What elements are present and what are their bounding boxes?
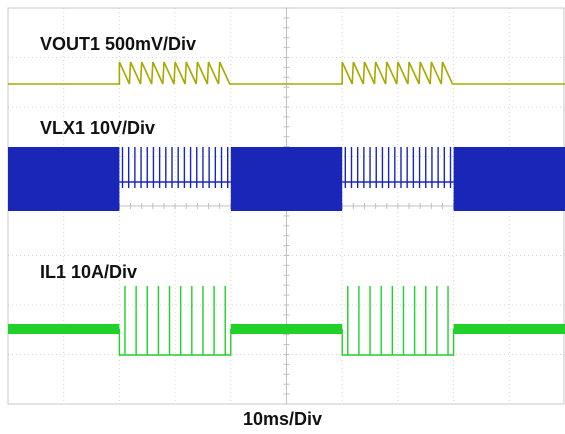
trace-il1: [118, 286, 455, 356]
trace-vlx1: [119, 147, 454, 188]
trace-vout1: [8, 61, 565, 85]
vlx1-switching-burst: [230, 147, 343, 211]
vlx1-switching-burst: [453, 147, 565, 211]
il1-burst-current: [453, 324, 565, 334]
timebase-label: 10ms/Div: [242, 409, 323, 429]
channel-label-vlx1: VLX1 10V/Div: [40, 118, 155, 138]
il1-burst-current: [8, 324, 120, 334]
channel-label-il1: IL1 10A/Div: [40, 262, 137, 282]
vlx1-switching-burst: [8, 147, 120, 211]
il1-burst-current: [230, 324, 343, 334]
traces: [8, 61, 565, 356]
channel-label-vout1: VOUT1 500mV/Div: [40, 34, 196, 54]
